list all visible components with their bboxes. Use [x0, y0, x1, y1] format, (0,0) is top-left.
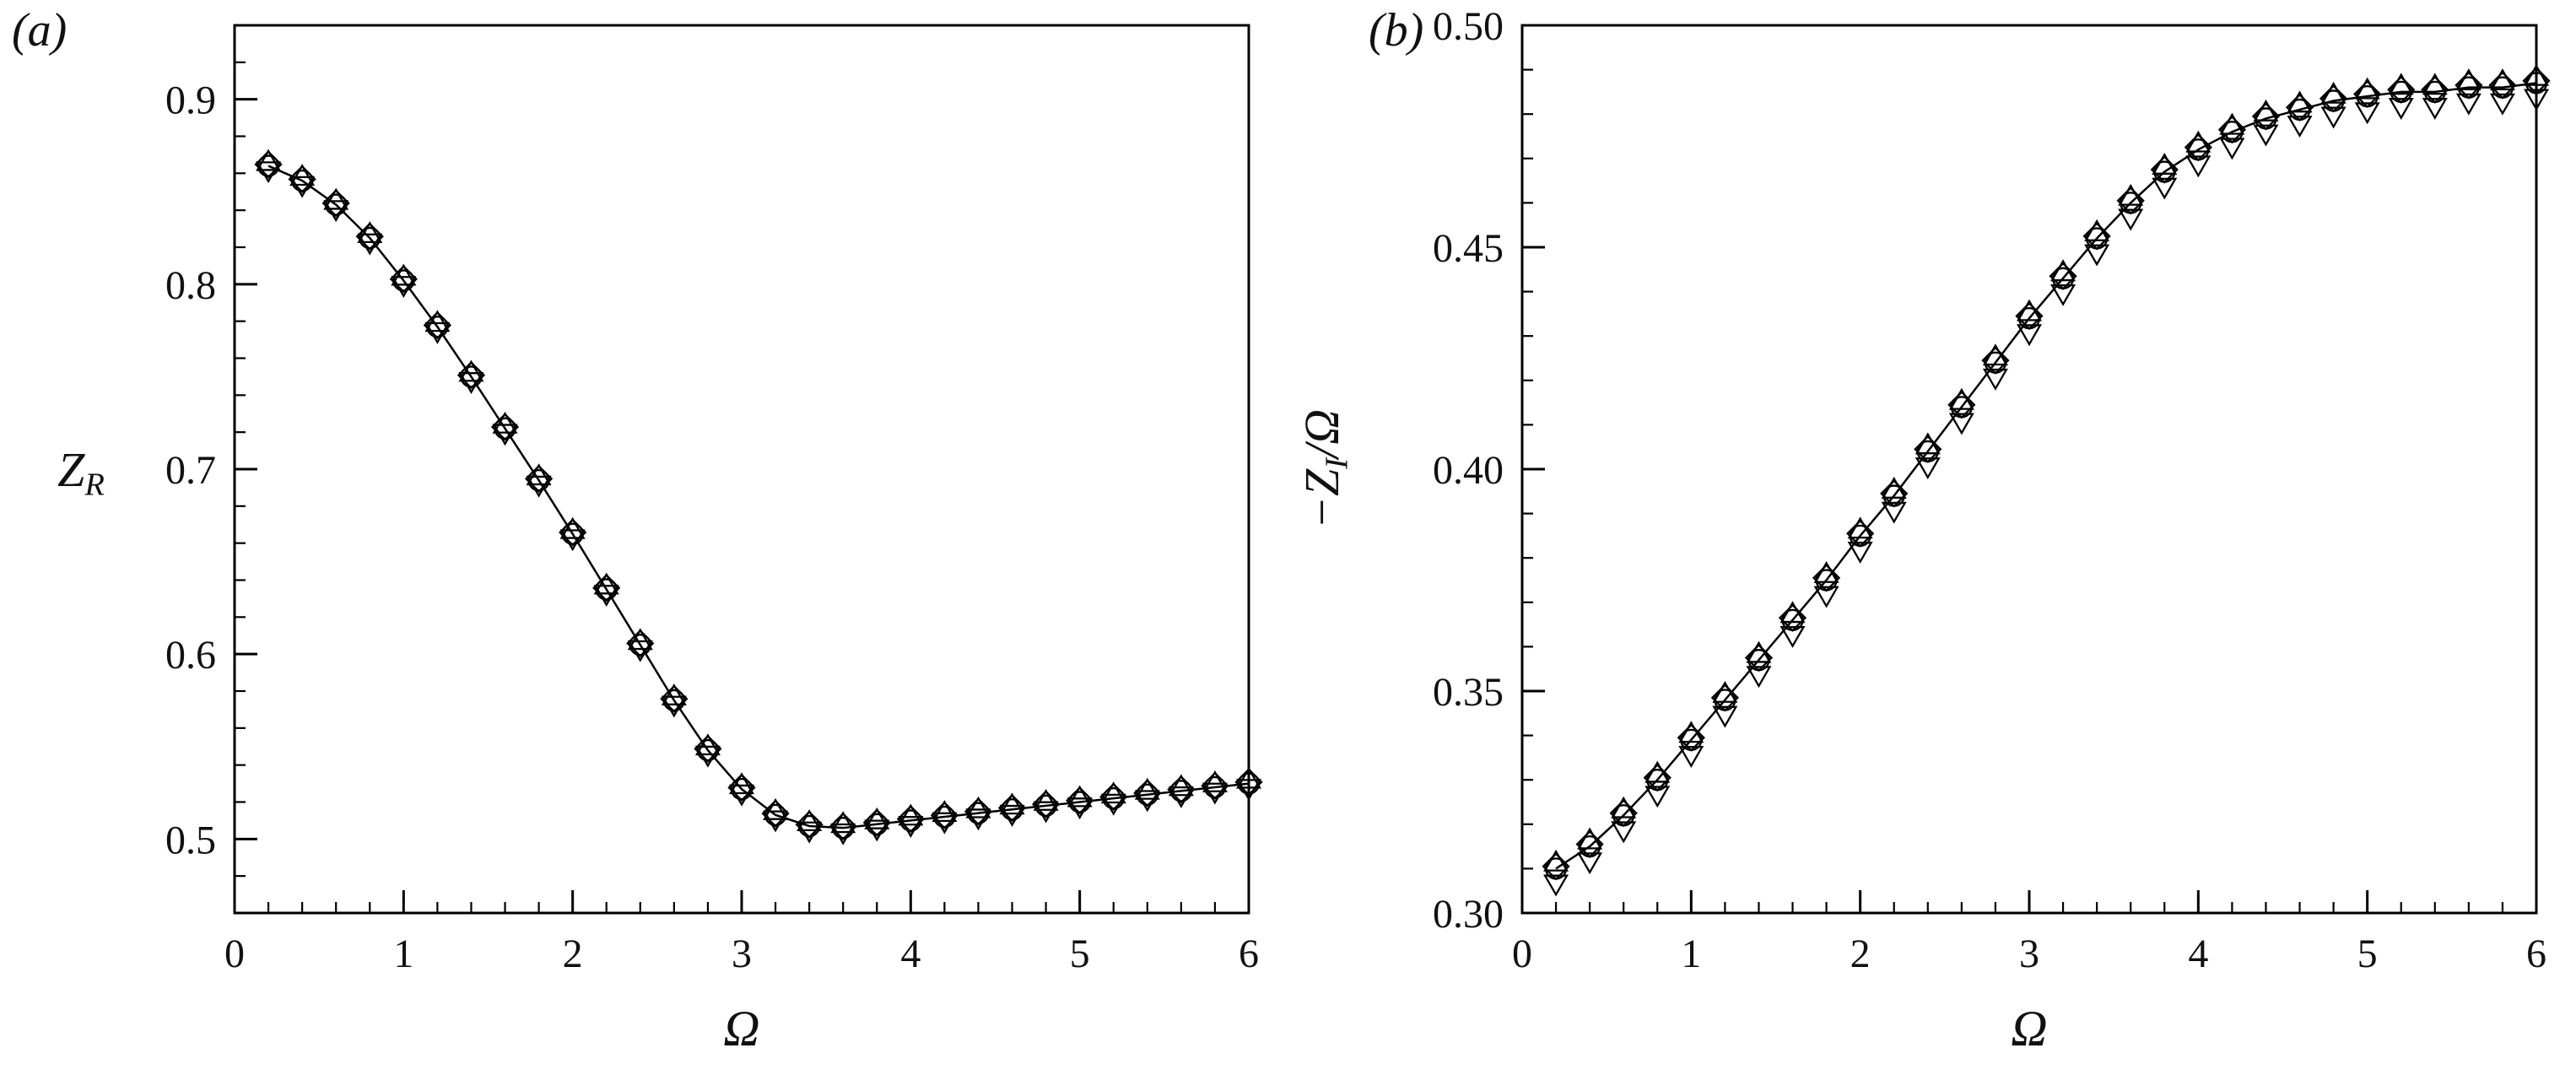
svg-text:0.6: 0.6 [165, 633, 216, 678]
svg-text:0.45: 0.45 [1433, 226, 1504, 271]
x-axis-label: Ω [723, 1001, 759, 1056]
chart-b: 0 1 2 3 4 5 6 0.30 0.35 0.40 0.45 0.50 Ω −ZI/Ω [1288, 0, 2575, 1071]
panel-b-label: (b) [1369, 4, 1424, 57]
svg-text:1: 1 [1681, 932, 1701, 976]
diamond-markers [254, 150, 1263, 841]
circle-markers [257, 154, 1261, 840]
svg-text:0.50: 0.50 [1433, 4, 1504, 49]
chart-a: 0 1 2 3 4 5 6 0.5 0.6 0.7 0.8 0.9 Ω ZR [0, 0, 1288, 1071]
panel-a: (a) 0 1 2 3 4 5 6 0.5 0.6 0.7 0.8 0.9 Ω ZR [0, 0, 1288, 1071]
triangle-down-markers [256, 161, 1261, 845]
data-line [267, 165, 1250, 829]
y-axis-ticks [235, 61, 257, 878]
panel-a-label: (a) [12, 4, 68, 57]
triangle-up-markers [1543, 63, 2549, 872]
x-axis-label: Ω [2011, 1001, 2047, 1056]
svg-text:0.30: 0.30 [1433, 892, 1504, 937]
y-axis-ticks [1522, 24, 1545, 915]
svg-text:0: 0 [224, 932, 245, 976]
svg-text:2: 2 [563, 932, 583, 976]
chart-svg: 0 1 2 3 4 5 6 0.30 0.35 0.40 0.45 0.50 Ω −ZI/Ω [1294, 4, 2551, 1056]
svg-text:4: 4 [900, 932, 921, 976]
y-axis-label: −ZI/Ω [1294, 409, 1354, 529]
svg-text:0.9: 0.9 [165, 78, 216, 123]
svg-text:5: 5 [1070, 932, 1090, 976]
data-line [1555, 82, 2537, 870]
panel-b: (b) 0 1 2 3 4 5 6 0.30 0.35 0.40 0.45 0.50 Ω −ZI/Ω [1288, 0, 2575, 1071]
tick-labels: 0 1 2 3 4 5 6 0.30 0.35 0.40 0.45 0.50 [1433, 4, 2546, 976]
svg-text:2: 2 [1850, 932, 1871, 976]
svg-text:3: 3 [732, 932, 752, 976]
diamond-markers [1542, 67, 2551, 881]
svg-text:6: 6 [1239, 932, 1259, 976]
svg-text:0.8: 0.8 [165, 263, 216, 308]
chart-svg: 0 1 2 3 4 5 6 0.5 0.6 0.7 0.8 0.9 Ω ZR [57, 24, 1263, 1056]
y-axis-label: ZR [57, 442, 105, 502]
svg-text:1: 1 [393, 932, 413, 976]
svg-text:0: 0 [1512, 932, 1532, 976]
plot-frame [1520, 24, 2538, 915]
x-axis-ticks [1520, 890, 2538, 913]
svg-text:3: 3 [2019, 932, 2039, 976]
svg-text:0.7: 0.7 [165, 448, 216, 493]
svg-text:0.5: 0.5 [165, 818, 216, 862]
svg-text:0.40: 0.40 [1433, 448, 1504, 493]
svg-text:4: 4 [2188, 932, 2208, 976]
svg-text:6: 6 [2526, 932, 2546, 976]
triangle-up-markers [256, 149, 1261, 834]
tick-labels: 0 1 2 3 4 5 6 0.5 0.6 0.7 0.8 0.9 [165, 78, 1259, 976]
svg-text:0.35: 0.35 [1433, 670, 1504, 715]
triangle-down-markers [1543, 89, 2549, 897]
svg-text:5: 5 [2357, 932, 2378, 976]
x-axis-ticks [233, 890, 1250, 913]
